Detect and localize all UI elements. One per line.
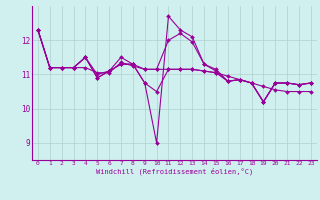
X-axis label: Windchill (Refroidissement éolien,°C): Windchill (Refroidissement éolien,°C) [96, 168, 253, 175]
